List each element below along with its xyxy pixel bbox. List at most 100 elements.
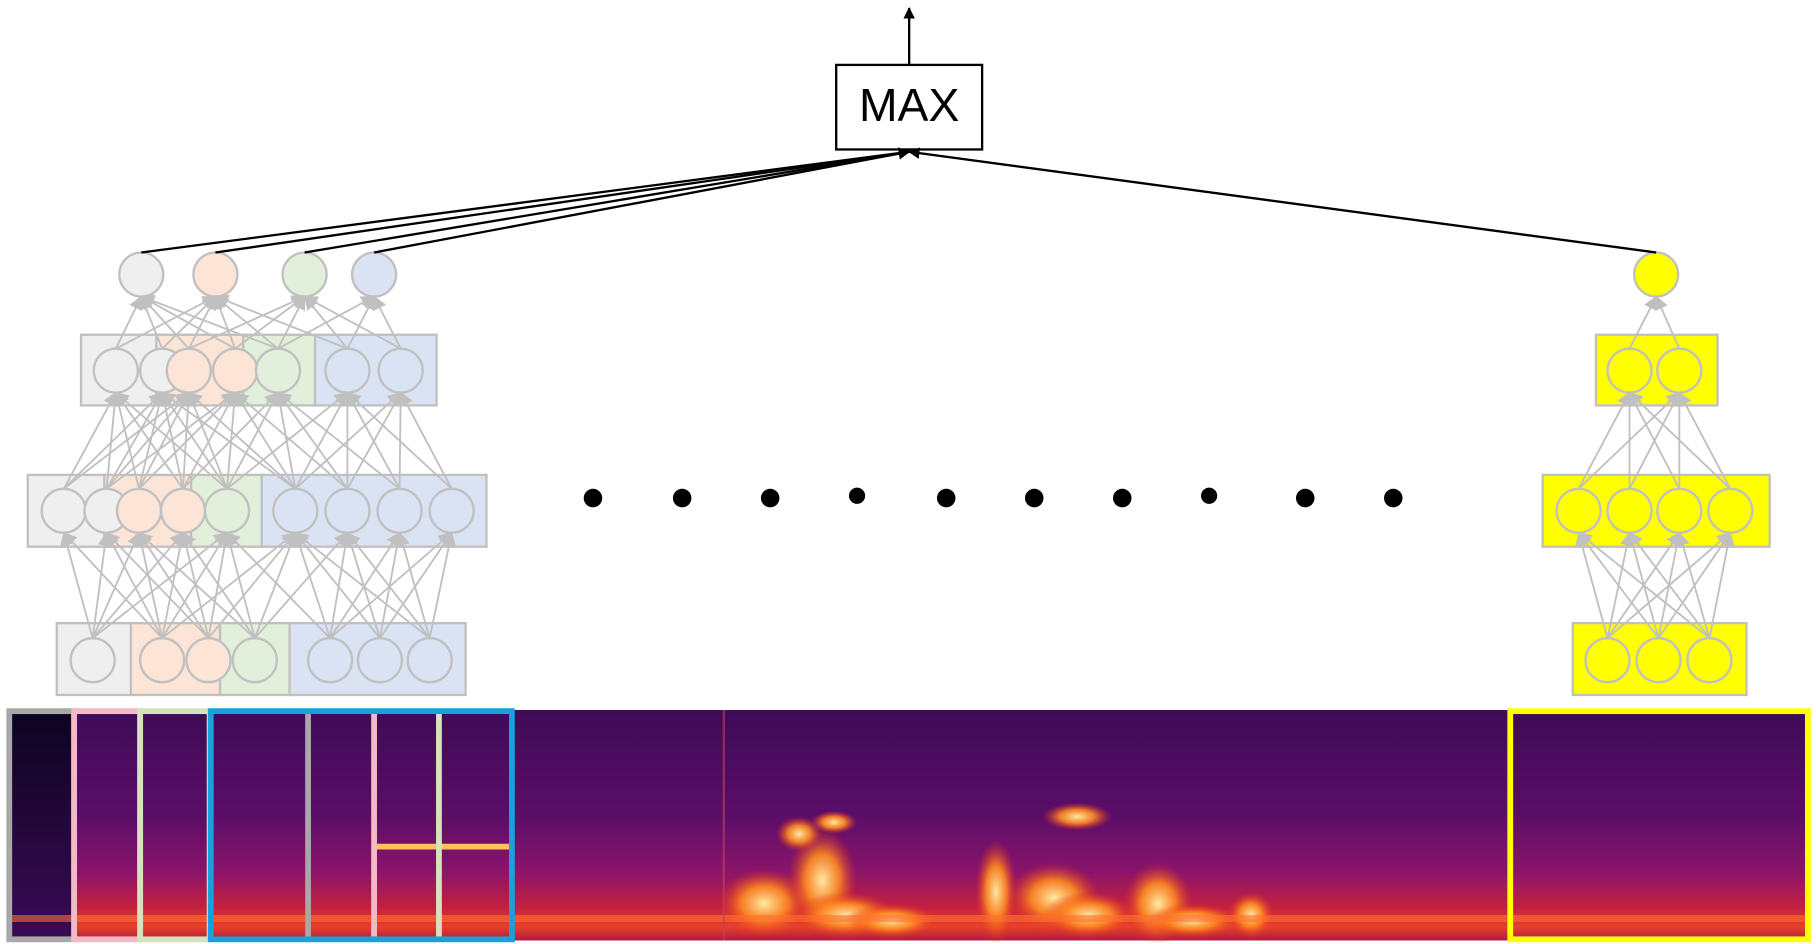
dot: [1112, 488, 1132, 508]
connection: [226, 391, 241, 489]
connection: [62, 531, 163, 639]
connection: [134, 531, 164, 639]
connection: [214, 294, 348, 350]
connection: [1628, 391, 1681, 490]
connection: [114, 391, 228, 490]
connection: [346, 391, 453, 490]
neuron: [1656, 347, 1703, 394]
connection: [346, 391, 401, 490]
connection: [294, 532, 431, 639]
spectrogram: [9, 710, 1807, 944]
connection: [187, 295, 217, 350]
connection: [277, 391, 349, 490]
connection: [140, 295, 236, 350]
frames: [6, 708, 1811, 943]
connection: [1654, 295, 1681, 350]
neuron: [1707, 487, 1754, 534]
dot: [760, 488, 780, 508]
neuron: [159, 487, 207, 534]
connection: [234, 391, 297, 490]
frame: [1507, 708, 1811, 943]
connection: [1577, 532, 1711, 639]
connection: [223, 531, 256, 639]
frame: [207, 708, 515, 943]
neuron: [1584, 637, 1631, 684]
connection: [379, 531, 453, 639]
dot: [1024, 488, 1044, 508]
ellipsis: [583, 487, 1403, 508]
connection: [60, 531, 94, 639]
dot: [1295, 488, 1315, 508]
connection: [207, 531, 232, 639]
connection: [161, 531, 188, 639]
neuron: [406, 637, 453, 684]
neuron: [1656, 487, 1703, 534]
connection: [273, 391, 297, 489]
connection: [1577, 391, 1631, 490]
networks: [26, 251, 1771, 697]
connection: [277, 391, 401, 490]
connection: [115, 391, 184, 490]
max-input: [373, 148, 911, 254]
neuron: [118, 251, 165, 298]
dot: [583, 488, 603, 508]
connection: [161, 391, 296, 490]
connection: [346, 295, 375, 350]
neuron: [1635, 637, 1682, 684]
connection: [138, 391, 190, 490]
connection: [207, 531, 297, 639]
connection: [91, 531, 184, 639]
max-input: [215, 147, 911, 254]
neuron: [254, 347, 302, 394]
connection: [140, 294, 279, 350]
connection: [1577, 531, 1660, 639]
neuron: [185, 637, 232, 684]
connection: [91, 531, 112, 639]
neuron: [356, 637, 404, 684]
connection: [303, 295, 402, 350]
connection: [253, 531, 298, 639]
connection: [396, 531, 431, 639]
connection: [1676, 531, 1711, 639]
dot: [936, 488, 956, 508]
energy-blob: [810, 810, 858, 834]
connection: [1575, 531, 1609, 639]
energy-blob: [1042, 802, 1112, 831]
low-band: [9, 914, 1807, 922]
neuron: [1606, 487, 1653, 534]
max-input: [141, 147, 911, 254]
neuron: [1686, 637, 1733, 684]
neuron: [324, 487, 371, 534]
connection: [428, 531, 456, 639]
speech-energy: [9, 802, 1807, 944]
connection: [63, 391, 190, 490]
neuron: [165, 347, 212, 394]
neuron: [115, 487, 163, 534]
connection: [138, 391, 166, 490]
neuron: [92, 347, 139, 394]
connection: [187, 391, 228, 490]
connection: [226, 531, 331, 639]
connection: [1628, 531, 1711, 639]
connection: [114, 295, 143, 350]
connection: [182, 391, 236, 490]
connection: [92, 532, 228, 639]
neuron: [324, 347, 371, 394]
connection: [226, 391, 279, 490]
neuron: [428, 487, 475, 534]
connection: [277, 295, 306, 350]
connection: [373, 295, 402, 350]
neuron: [203, 487, 251, 534]
neuron: [40, 487, 87, 534]
neuron: [350, 251, 398, 298]
connection: [346, 531, 431, 639]
connection: [105, 531, 163, 639]
neuron: [281, 251, 328, 298]
connection: [294, 531, 381, 639]
max-label: MAX: [859, 79, 959, 131]
connection: [91, 531, 141, 639]
neuron: [306, 637, 354, 684]
connection: [161, 391, 228, 490]
neuron: [211, 347, 259, 394]
